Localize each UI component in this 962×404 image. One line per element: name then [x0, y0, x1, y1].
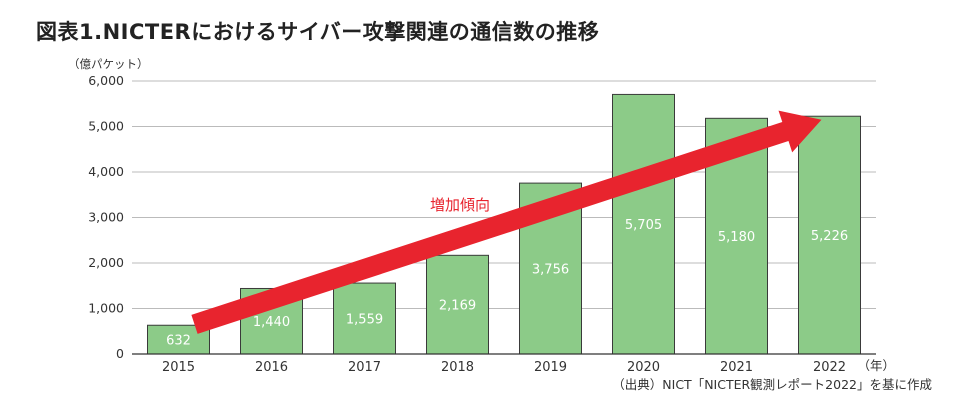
- value-label: 1,559: [346, 313, 383, 328]
- y-tick-label: 2,000: [88, 255, 124, 270]
- y-tick-label: 0: [116, 346, 124, 361]
- x-tick-label: 2018: [441, 360, 474, 375]
- value-label: 632: [166, 334, 191, 349]
- source-note: （出典）NICT「NICTER観測レポート2022」を基に作成: [612, 377, 932, 392]
- x-tick-label: 2016: [255, 360, 288, 375]
- x-axis-label: （年）: [858, 358, 896, 373]
- x-tick-label: 2021: [720, 360, 753, 375]
- chart-title: 図表1.NICTERにおけるサイバー攻撃関連の通信数の推移: [36, 20, 600, 44]
- y-tick-label: 6,000: [88, 73, 124, 88]
- value-label: 3,756: [532, 263, 569, 278]
- bar: [612, 93, 675, 355]
- trend-arrow: [191, 110, 822, 334]
- value-label: 5,180: [718, 230, 755, 245]
- value-label: 5,705: [625, 218, 662, 233]
- x-tick-label: 2015: [162, 360, 195, 375]
- y-tick-label: 3,000: [88, 210, 124, 225]
- x-tick-label: 2019: [534, 360, 567, 375]
- y-tick-label: 5,000: [88, 119, 124, 134]
- bar: [798, 115, 861, 355]
- value-label: 2,169: [439, 299, 476, 314]
- value-label: 5,226: [811, 229, 848, 244]
- x-tick-label: 2017: [348, 360, 381, 375]
- x-tick-label: 2020: [627, 360, 660, 375]
- y-axis-label: （億パケット）: [68, 57, 149, 71]
- x-tick-label: 2022: [813, 360, 846, 375]
- y-tick-label: 1,000: [88, 301, 124, 316]
- value-label: 1,440: [253, 315, 290, 330]
- y-tick-label: 4,000: [88, 164, 124, 179]
- annotation-text: 増加傾向: [430, 196, 490, 214]
